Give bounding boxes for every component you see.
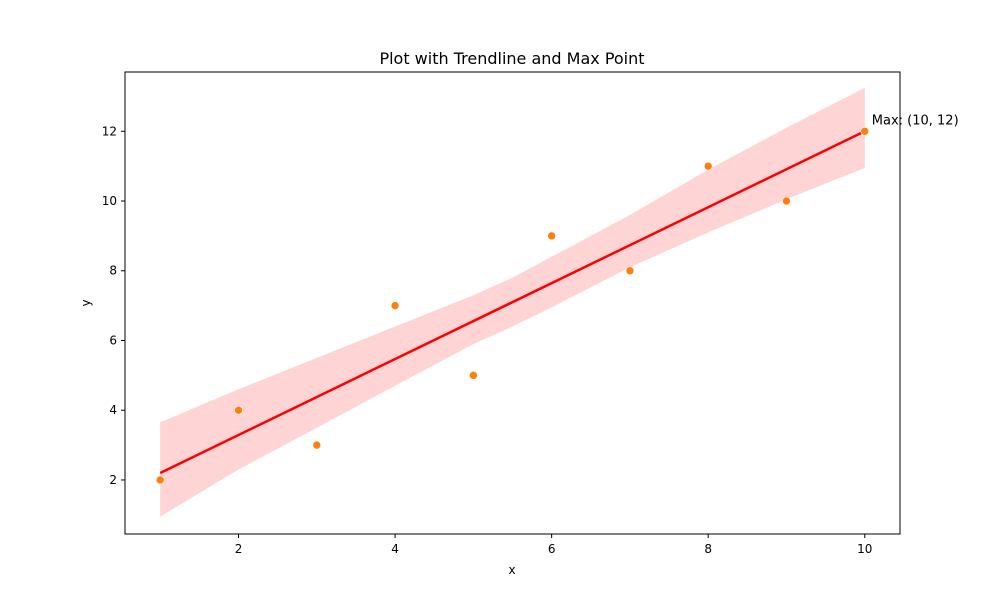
plot-area-frame — [124, 71, 901, 535]
data-point — [547, 231, 556, 241]
x-tick-label: 10 — [857, 542, 872, 556]
x-tick-label: 6 — [548, 542, 556, 556]
x-tick-label: 4 — [391, 542, 399, 556]
trendline — [159, 130, 866, 475]
y-tick-label: 2 — [109, 473, 117, 487]
data-point — [155, 475, 165, 485]
y-tick-label: 10 — [102, 194, 117, 208]
data-point — [860, 126, 870, 136]
x-tick-label: 8 — [704, 542, 712, 556]
y-tick-label: 8 — [109, 264, 117, 278]
x-axis-ticks: 2 4 6 8 10 — [235, 534, 872, 556]
data-point — [625, 266, 635, 276]
x-tick-label: 2 — [235, 542, 243, 556]
data-point — [782, 196, 791, 206]
y-tick-label: 12 — [102, 124, 117, 138]
max-point-annotation: Max: (10, 12) — [872, 113, 959, 128]
y-axis-ticks: 2 4 6 8 10 12 — [102, 124, 125, 487]
y-tick-label: 6 — [109, 333, 117, 347]
x-axis-title: x — [508, 563, 515, 577]
data-point — [234, 405, 243, 415]
y-axis-title: y — [79, 299, 93, 306]
chart-title: Plot with Trendline and Max Point — [379, 49, 644, 68]
data-point — [469, 371, 478, 380]
trendline-layer — [159, 130, 866, 475]
y-tick-label: 4 — [109, 403, 117, 417]
data-point — [390, 301, 400, 310]
data-point — [703, 161, 713, 171]
data-point — [312, 440, 322, 450]
data-points-layer — [155, 126, 870, 485]
